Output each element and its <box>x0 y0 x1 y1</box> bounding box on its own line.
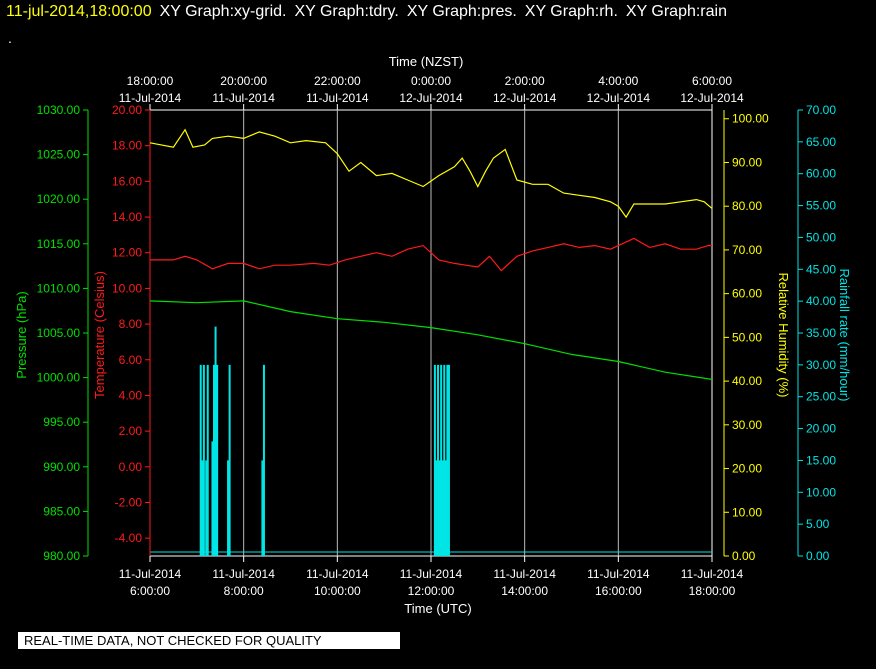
pressure-tick-label: 1010.00 <box>37 281 81 295</box>
graph-header: 11-jul-2014,18:00:00 XY Graph:xy-grid. XY … <box>6 3 727 21</box>
temperature-tick-label: 18.00 <box>112 139 142 153</box>
temperature-tick-label: 2.00 <box>119 424 143 438</box>
bottom-tick-date: 11-Jul-2014 <box>681 567 744 581</box>
bottom-tick-time: 10:00:00 <box>314 584 361 598</box>
bottom-tick-date: 11-Jul-2014 <box>587 567 650 581</box>
pressure-tick-label: 985.00 <box>43 504 80 518</box>
rain-tick-label: 35.00 <box>806 326 836 340</box>
humidity-tick-label: 0.00 <box>732 549 756 563</box>
top-tick-time: 4:00:00 <box>598 74 638 88</box>
graph-label-xy-grid: XY Graph:xy-grid. <box>159 3 287 20</box>
top-tick-date: 11-Jul-2014 <box>306 91 369 105</box>
humidity-tick-label: 80.00 <box>732 199 762 213</box>
bottom-tick-date: 11-Jul-2014 <box>493 567 556 581</box>
pressure-axis-label: Pressure (hPa) <box>14 291 29 378</box>
rain-tick-label: 55.00 <box>806 199 836 213</box>
pressure-tick-label: 995.00 <box>43 415 80 429</box>
timestamp: 11-jul-2014,18:00:00 <box>6 3 152 20</box>
bottom-tick-date: 11-Jul-2014 <box>400 567 463 581</box>
bottom-tick-date: 11-Jul-2014 <box>306 567 369 581</box>
humidity-tick-label: 10.00 <box>732 505 762 519</box>
temperature-axis-label: Temperature (Celsius) <box>92 271 107 399</box>
pressure-tick-label: 1000.00 <box>37 371 81 385</box>
bottom-tick-time: 12:00:00 <box>408 584 455 598</box>
rain-tick-label: 65.00 <box>806 135 836 149</box>
rain-tick-label: 25.00 <box>806 390 836 404</box>
bottom-axis-title: Time (UTC) <box>404 601 471 616</box>
rain-tick-label: 15.00 <box>806 453 836 467</box>
top-axis-title: Time (NZST) <box>389 54 464 69</box>
temperature-tick-label: 10.00 <box>112 281 142 295</box>
top-tick-date: 12-Jul-2014 <box>680 91 744 105</box>
bottom-tick-time: 14:00:00 <box>501 584 548 598</box>
humidity-tick-label: 40.00 <box>732 374 762 388</box>
rain-tick-label: 0.00 <box>806 549 830 563</box>
rain-tick-label: 50.00 <box>806 230 836 244</box>
top-tick-date: 11-Jul-2014 <box>212 91 275 105</box>
graph-label-rh: XY Graph:rh. <box>524 3 618 20</box>
temperature-tick-label: 0.00 <box>119 460 143 474</box>
bottom-tick-time: 6:00:00 <box>130 584 170 598</box>
humidity-tick-label: 70.00 <box>732 243 762 257</box>
temperature-tick-label: 6.00 <box>119 353 143 367</box>
bottom-tick-date: 11-Jul-2014 <box>119 567 182 581</box>
temperature-tick-label: 4.00 <box>119 388 143 402</box>
pressure-tick-label: 1030.00 <box>37 103 81 117</box>
temperature-tick-label: -2.00 <box>115 495 143 509</box>
top-tick-time: 6:00:00 <box>692 74 732 88</box>
pressure-tick-label: 980.00 <box>43 549 80 563</box>
pressure-series-line <box>149 300 713 380</box>
humidity-tick-label: 100.00 <box>732 112 769 126</box>
pressure-tick-label: 1015.00 <box>37 237 81 251</box>
temperature-tick-label: -4.00 <box>115 531 143 545</box>
rain-tick-label: 40.00 <box>806 294 836 308</box>
pressure-tick-label: 1005.00 <box>37 326 81 340</box>
rain-tick-label: 30.00 <box>806 358 836 372</box>
temperature-tick-label: 14.00 <box>112 210 142 224</box>
rain-tick-label: 20.00 <box>806 422 836 436</box>
top-tick-date: 11-Jul-2014 <box>119 91 182 105</box>
graph-label-pres: XY Graph:pres. <box>406 3 517 20</box>
rain-tick-label: 5.00 <box>806 517 830 531</box>
pressure-tick-label: 1025.00 <box>37 148 81 162</box>
top-tick-time: 2:00:00 <box>505 74 545 88</box>
temperature-tick-label: 8.00 <box>119 317 143 331</box>
humidity-series-line <box>149 128 713 219</box>
bottom-tick-time: 18:00:00 <box>689 584 736 598</box>
bottom-tick-date: 11-Jul-2014 <box>212 567 275 581</box>
header-dot: . <box>8 30 12 46</box>
humidity-tick-label: 30.00 <box>732 418 762 432</box>
temperature-tick-label: 12.00 <box>112 246 142 260</box>
humidity-tick-label: 90.00 <box>732 155 762 169</box>
rain-tick-label: 10.00 <box>806 485 836 499</box>
top-tick-time: 20:00:00 <box>220 74 267 88</box>
bottom-tick-time: 16:00:00 <box>595 584 642 598</box>
bottom-tick-time: 8:00:00 <box>224 584 264 598</box>
quality-notice: REAL-TIME DATA, NOT CHECKED FOR QUALITY <box>18 632 400 649</box>
rain-axis-label: Rainfall rate (mm/hour) <box>837 269 852 402</box>
pressure-tick-label: 990.00 <box>43 460 80 474</box>
humidity-axis-label: Relative Humidity (%) <box>776 273 791 398</box>
temperature-tick-label: 16.00 <box>112 174 142 188</box>
graph-label-tdry: XY Graph:tdry. <box>294 3 399 20</box>
top-tick-time: 0:00:00 <box>411 74 451 88</box>
pressure-tick-label: 1020.00 <box>37 192 81 206</box>
rain-tick-label: 70.00 <box>806 103 836 117</box>
top-tick-time: 22:00:00 <box>314 74 361 88</box>
humidity-tick-label: 20.00 <box>732 462 762 476</box>
rain-tick-label: 45.00 <box>806 262 836 276</box>
top-tick-time: 18:00:00 <box>127 74 174 88</box>
temperature-tick-label: 20.00 <box>112 103 142 117</box>
temperature-series-line <box>150 237 712 272</box>
top-tick-date: 12-Jul-2014 <box>587 91 651 105</box>
graph-label-rain: XY Graph:rain <box>625 3 727 20</box>
humidity-tick-label: 60.00 <box>732 287 762 301</box>
rain-tick-label: 60.00 <box>806 167 836 181</box>
humidity-tick-label: 50.00 <box>732 330 762 344</box>
top-tick-date: 12-Jul-2014 <box>493 91 557 105</box>
top-tick-date: 12-Jul-2014 <box>399 91 463 105</box>
